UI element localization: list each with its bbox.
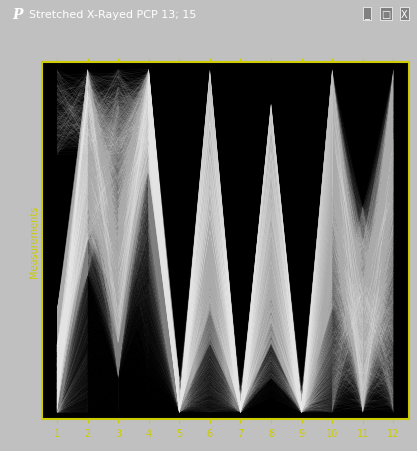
Text: P: P (13, 8, 23, 22)
Y-axis label: Measurements: Measurements (29, 205, 39, 277)
Text: Stretched X-Rayed PCP 13; 15: Stretched X-Rayed PCP 13; 15 (29, 9, 196, 20)
Text: □: □ (381, 9, 390, 20)
Text: X: X (401, 9, 408, 20)
Text: _: _ (364, 9, 369, 20)
